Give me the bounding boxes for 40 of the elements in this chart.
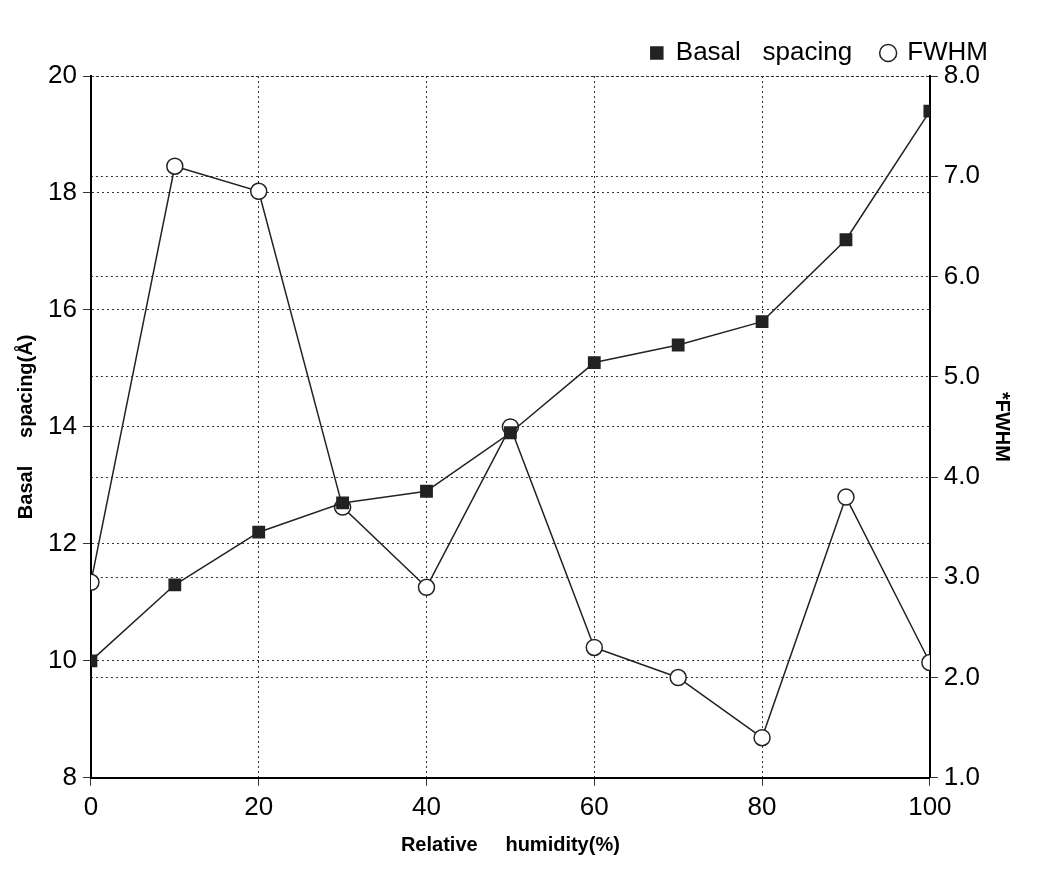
point — [252, 525, 266, 539]
point — [585, 638, 604, 657]
point — [168, 578, 182, 592]
x-tick-label: 60 — [579, 790, 609, 821]
y2-tick-label: 7.0 — [943, 159, 981, 190]
x-tick-label: 40 — [412, 790, 441, 821]
point — [755, 315, 769, 329]
x-tick-label: 0 — [83, 790, 99, 821]
y2-tick-label: 4.0 — [943, 460, 981, 491]
point — [671, 338, 685, 352]
y2-tick-label: 8.0 — [943, 59, 981, 90]
y2-tick-label: 3.0 — [943, 560, 981, 591]
y-tick-label: 16 — [48, 293, 77, 324]
point — [503, 426, 517, 440]
y2-tick-label: 6.0 — [943, 259, 981, 290]
y2-axis-title: *FWHM — [992, 391, 1015, 462]
point — [837, 488, 855, 506]
y2-tick-label: 1.0 — [943, 760, 981, 791]
y-tick-label: 8 — [62, 760, 77, 791]
y-tick-label: 14 — [48, 410, 77, 441]
point — [669, 668, 687, 687]
point — [839, 233, 853, 247]
x-tick-label: 80 — [747, 790, 777, 821]
y-tick-label: 18 — [48, 176, 77, 207]
y2-tick-label: 5.0 — [943, 359, 981, 390]
y-tick-label: 20 — [48, 59, 77, 90]
y-axis-title: Basal spacing(Å) — [12, 334, 36, 520]
point — [417, 578, 436, 597]
y-tick-label: 12 — [48, 527, 77, 558]
point — [753, 728, 771, 747]
x-axis-title: Relative humidity(%) — [400, 832, 620, 855]
point — [420, 484, 433, 498]
legend-label: Basal spacing — [675, 36, 853, 67]
point — [587, 356, 601, 369]
x-tick-label: 100 — [908, 790, 952, 821]
y-tick-label: 10 — [48, 644, 77, 675]
y2-tick-label: 2.0 — [943, 660, 981, 691]
point — [249, 182, 268, 201]
point — [166, 157, 184, 175]
x-tick-label: 20 — [244, 790, 274, 821]
